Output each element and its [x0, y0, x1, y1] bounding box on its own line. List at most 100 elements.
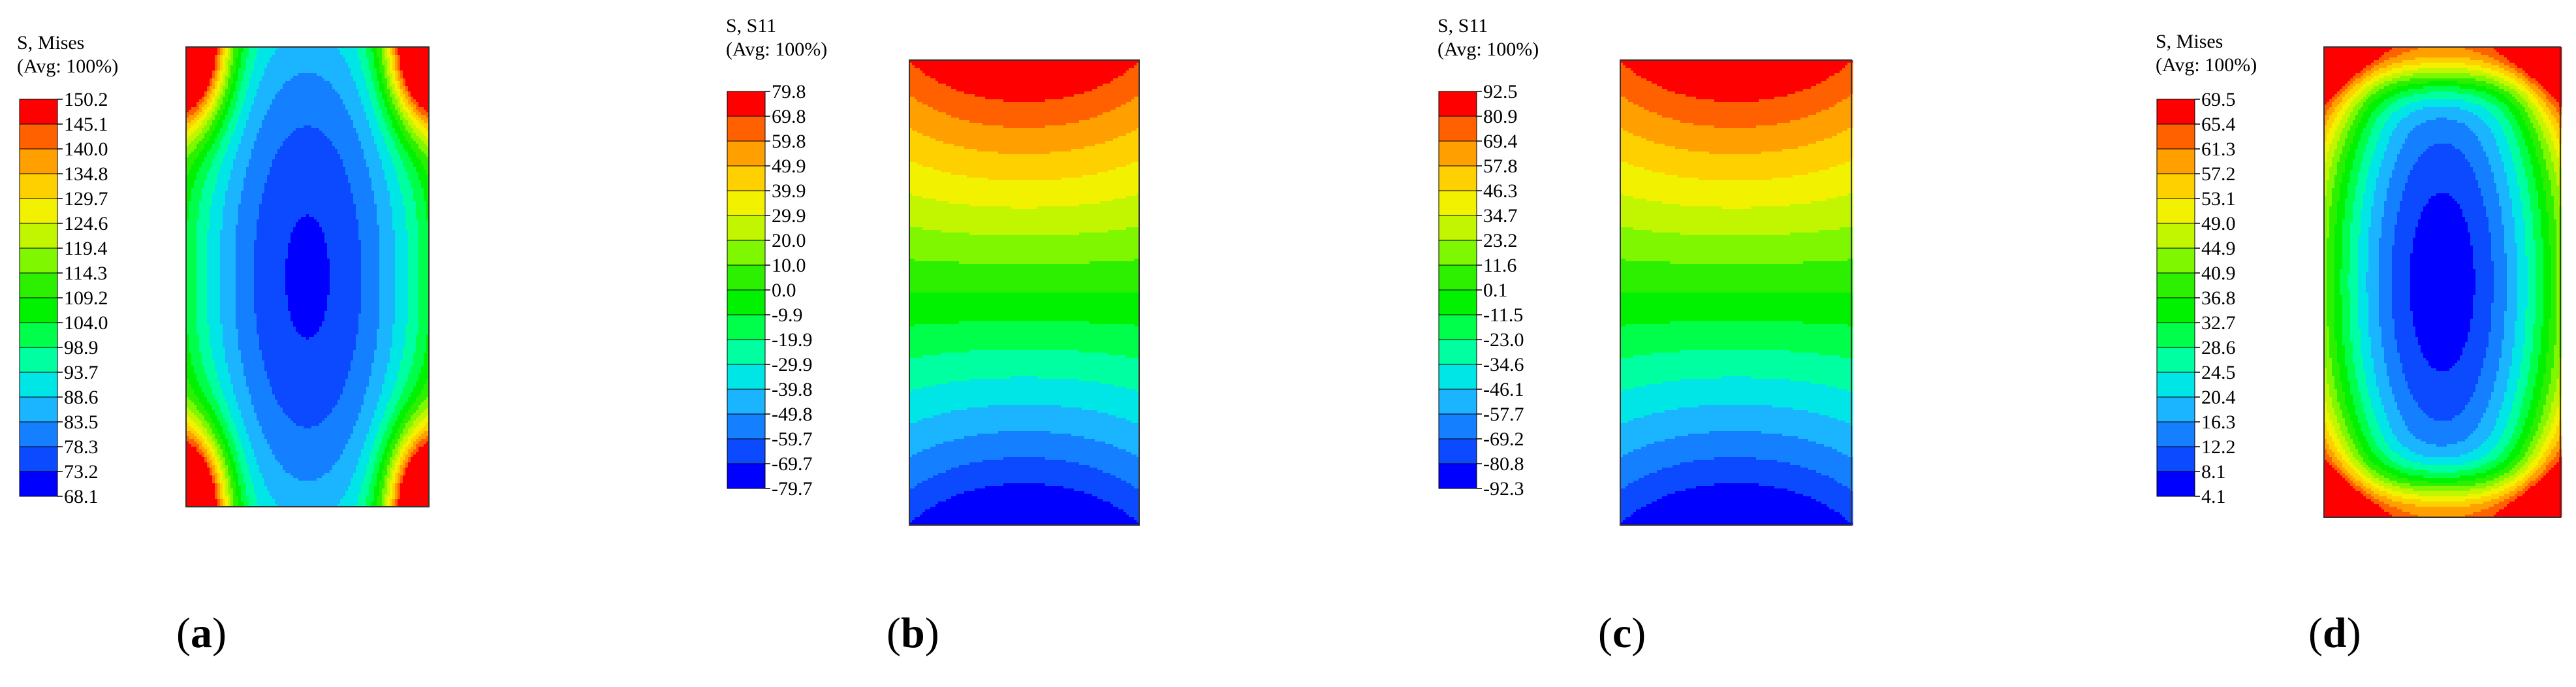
legend-band: [727, 216, 765, 240]
legend-band: [1439, 389, 1477, 414]
legend-level-label: 32.7: [2201, 312, 2236, 334]
legend-title: S, Mises (Avg: 100%): [17, 31, 118, 78]
legend-averaging: (Avg: 100%): [726, 38, 827, 61]
legend-level-label: 49.9: [772, 155, 806, 177]
legend-level-label: 36.8: [2201, 287, 2236, 309]
legend-level-label: 59.8: [772, 131, 806, 152]
legend-averaging: (Avg: 100%): [1437, 38, 1539, 61]
caption-letter: d: [2323, 609, 2347, 657]
legend-level-label: -79.7: [772, 478, 813, 500]
legend-band: [727, 141, 765, 166]
legend-level-label: -29.9: [772, 354, 813, 375]
legend-band: [2157, 149, 2195, 174]
legend-level-label: 10.0: [772, 255, 806, 276]
legend-band: [20, 447, 57, 471]
caption-letter: c: [1612, 609, 1631, 657]
legend-level-label: 80.9: [1483, 106, 1518, 127]
legend-color-bar: 79.869.859.849.939.929.920.010.00.0-9.9-…: [727, 91, 884, 509]
legend-level-label: 114.3: [64, 263, 107, 284]
legend-band: [1439, 290, 1477, 315]
legend-band: [1439, 315, 1477, 340]
legend-level-label: -19.9: [772, 329, 813, 351]
legend-level-label: 124.6: [64, 213, 108, 234]
legend-level-label: 73.2: [64, 461, 99, 483]
legend-level-label: 49.0: [2201, 213, 2236, 234]
panel-d: S, Mises (Avg: 100%) 69.5 65.4 61.3 57.2 53.…: [2135, 0, 2576, 687]
legend-band: [727, 265, 765, 290]
contour-plot: [2324, 47, 2560, 517]
legend-band: [2157, 372, 2195, 397]
legend-band: [2157, 99, 2195, 124]
legend-band: [2157, 471, 2195, 496]
legend-level-label: -9.9: [772, 304, 803, 326]
legend-band: [2157, 248, 2195, 273]
legend-averaging: (Avg: 100%): [2156, 54, 2257, 77]
legend-level-label: 68.1: [64, 486, 99, 507]
legend-level-label: 69.4: [1483, 131, 1518, 152]
legend-level-label: 129.7: [64, 188, 108, 210]
legend-band: [2157, 298, 2195, 323]
legend-band: [1439, 364, 1477, 389]
subfigure-caption: (c): [1598, 607, 1646, 660]
legend-level-label: 44.9: [2201, 238, 2236, 259]
legend-level-label: 92.5: [1483, 81, 1518, 103]
legend-band: [20, 223, 57, 248]
panel-a: S, Mises (Avg: 100%) 150.2 145.1 140.0 134.…: [0, 0, 644, 687]
contour-plot: [1620, 60, 1851, 525]
legend-level-label: 11.6: [1483, 255, 1516, 276]
contour-field: [2324, 47, 2562, 518]
caption-letter: a: [191, 609, 212, 657]
legend-band: [1439, 166, 1477, 191]
legend-band: [2157, 347, 2195, 372]
legend-band: [20, 124, 57, 149]
legend-level-label: -49.8: [772, 404, 813, 425]
legend-level-label: -23.0: [1483, 329, 1524, 351]
legend-band: [20, 347, 57, 372]
legend-band: [20, 149, 57, 174]
legend-level-label: 104.0: [64, 312, 108, 334]
legend-band: [2157, 422, 2195, 447]
legend-band: [1439, 439, 1477, 464]
caption-letter: b: [901, 609, 925, 657]
legend-level-label: 28.6: [2201, 337, 2236, 359]
legend-level-label: 61.3: [2201, 138, 2236, 160]
legend-level-label: -80.8: [1483, 453, 1524, 475]
legend-level-label: 150.2: [64, 89, 108, 110]
legend-level-label: 83.5: [64, 411, 99, 433]
legend-level-label: 109.2: [64, 287, 108, 309]
contour-field: [1620, 60, 1853, 526]
legend-band: [1439, 116, 1477, 141]
legend-level-label: -11.5: [1483, 304, 1523, 326]
legend-level-label: 119.4: [64, 238, 107, 259]
legend-level-label: 29.9: [772, 205, 806, 227]
legend-level-label: 69.5: [2201, 89, 2236, 110]
legend-level-label: 0.1: [1483, 280, 1508, 301]
legend-level-label: 79.8: [772, 81, 806, 103]
legend-variable: S, Mises: [2156, 30, 2257, 54]
legend-band: [727, 116, 765, 141]
legend-band: [727, 290, 765, 315]
legend-band: [20, 174, 57, 199]
legend-band: [727, 389, 765, 414]
legend-band: [2157, 397, 2195, 422]
legend-band: [20, 422, 57, 447]
legend-band: [727, 166, 765, 191]
legend-band: [727, 414, 765, 439]
legend-color-bar: 69.565.461.357.253.149.044.940.936.832.7…: [2157, 99, 2314, 517]
legend-band: [2157, 124, 2195, 149]
legend-band: [727, 464, 765, 488]
legend-level-label: 46.3: [1483, 180, 1518, 202]
legend-band: [1439, 91, 1477, 116]
legend-band: [727, 191, 765, 216]
legend-band: [1439, 464, 1477, 488]
panel-c: S, S11 (Avg: 100%) 92.5 80.9 69.4 57.8 46.3 3…: [1423, 0, 2067, 687]
legend-level-label: 78.3: [64, 436, 99, 458]
subfigure-caption: (b): [887, 607, 939, 660]
legend-level-label: 145.1: [64, 114, 108, 135]
legend-band: [727, 364, 765, 389]
legend-level-label: 8.1: [2201, 461, 2226, 483]
legend-band: [1439, 216, 1477, 240]
legend-level-label: 57.8: [1483, 155, 1518, 177]
legend-band: [1439, 240, 1477, 265]
legend-level-label: 65.4: [2201, 114, 2236, 135]
